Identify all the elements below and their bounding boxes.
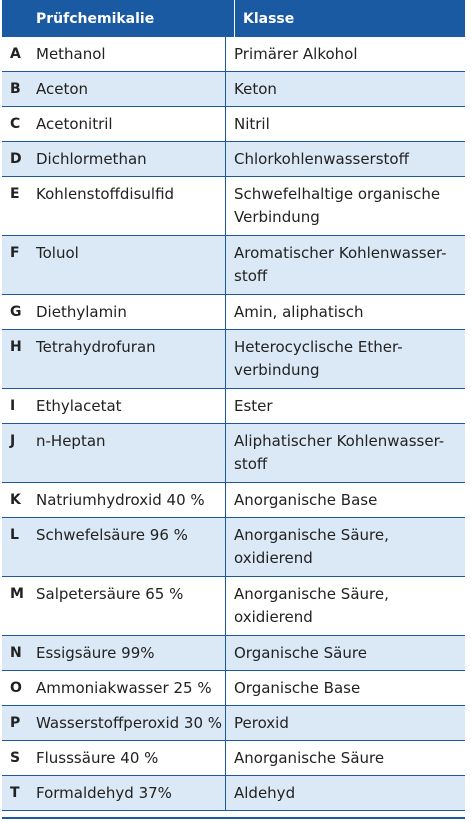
row-class: Organische Säure <box>234 644 367 662</box>
table-row: P Wasserstoffperoxid 30 % Peroxid <box>2 706 465 741</box>
row-key: F <box>10 245 20 261</box>
table-row: B Aceton Keton <box>2 72 465 107</box>
row-chemical: Ammoniakwasser 25 % <box>28 671 226 705</box>
table-row: M Salpetersäure 65 % Anorganische Säure, o… <box>2 577 465 636</box>
table-bottom-border <box>2 817 465 819</box>
row-chemical: Methanol <box>28 37 226 71</box>
table-body: A Methanol Primärer Alkohol B Aceton Keton C Ac… <box>2 37 465 811</box>
row-chemical: Natriumhydroxid 40 % <box>28 483 226 517</box>
row-key: L <box>10 527 19 543</box>
row-key: P <box>10 715 21 731</box>
row-chemical: Toluol <box>28 236 226 294</box>
row-chemical: Salpetersäure 65 % <box>28 577 226 635</box>
row-key: T <box>10 785 20 801</box>
row-chemical: Acetonitril <box>28 107 226 141</box>
row-class: Chlorkohlenwasserstoff <box>234 150 409 168</box>
row-class: Nitril <box>234 115 270 133</box>
row-class: Anorganische Base <box>234 491 378 509</box>
row-key: D <box>10 151 22 167</box>
header-class: Klasse <box>243 10 295 27</box>
chemical-class-table: Prüfchemikalie Klasse A Methanol Primärer … <box>2 0 465 811</box>
row-chemical: Ethylacetat <box>28 389 226 423</box>
row-key: B <box>10 81 21 97</box>
row-chemical: Kohlenstoffdisulfid <box>28 177 226 235</box>
row-key: A <box>10 46 21 62</box>
table-row: E Kohlenstoffdisulfid Schwefelhaltige orga… <box>2 177 465 236</box>
row-class: Anorganische Säure, oxidierend <box>234 585 389 626</box>
row-key: J <box>10 433 16 449</box>
row-chemical: Diethylamin <box>28 295 226 329</box>
row-chemical: Schwefelsäure 96 % <box>28 518 226 576</box>
row-key: M <box>10 586 24 602</box>
row-chemical: Formaldehyd 37% <box>28 776 226 810</box>
table-row: L Schwefelsäure 96 % Anorganische Säure, o… <box>2 518 465 577</box>
row-class: Heterocyclische Ether-verbindung <box>234 338 403 379</box>
row-class: Schwefelhaltige organische Verbindung <box>234 185 441 226</box>
row-class: Aromatischer Kohlenwasser-stoff <box>234 244 447 285</box>
row-class: Peroxid <box>234 714 289 732</box>
table-row: I Ethylacetat Ester <box>2 389 465 424</box>
table-row: C Acetonitril Nitril <box>2 107 465 142</box>
row-key: K <box>10 492 21 508</box>
table-row: A Methanol Primärer Alkohol <box>2 37 465 72</box>
row-key: N <box>10 645 22 661</box>
row-key: G <box>10 304 22 320</box>
row-chemical: Flusssäure 40 % <box>28 741 226 775</box>
row-chemical: Essigsäure 99% <box>28 636 226 670</box>
table-row: H Tetrahydrofuran Heterocyclische Ether-ve… <box>2 330 465 389</box>
table-header: Prüfchemikalie Klasse <box>2 0 465 37</box>
row-class: Amin, aliphatisch <box>234 303 364 321</box>
header-key-cell <box>2 0 28 37</box>
row-chemical: Dichlormethan <box>28 142 226 176</box>
table-row: K Natriumhydroxid 40 % Anorganische Base <box>2 483 465 518</box>
row-key: O <box>10 680 22 696</box>
row-class: Primärer Alkohol <box>234 45 358 63</box>
row-class: Ester <box>234 397 273 415</box>
row-class: Organische Base <box>234 679 361 697</box>
row-key: C <box>10 116 21 132</box>
table-row: S Flusssäure 40 % Anorganische Säure <box>2 741 465 776</box>
header-chemical: Prüfchemikalie <box>28 0 235 37</box>
row-chemical: Wasserstoffperoxid 30 % <box>28 706 226 740</box>
row-class: Aldehyd <box>234 784 296 802</box>
row-class: Anorganische Säure, oxidierend <box>234 526 389 567</box>
table-row: N Essigsäure 99% Organische Säure <box>2 636 465 671</box>
table-row: D Dichlormethan Chlorkohlenwasserstoff <box>2 142 465 177</box>
row-key: I <box>10 398 16 414</box>
row-key: H <box>10 339 22 355</box>
row-class: Keton <box>234 80 277 98</box>
table-row: G Diethylamin Amin, aliphatisch <box>2 295 465 330</box>
row-chemical: Tetrahydrofuran <box>28 330 226 388</box>
row-chemical: n-Heptan <box>28 424 226 482</box>
row-key: E <box>10 186 20 202</box>
table-row: O Ammoniakwasser 25 % Organische Base <box>2 671 465 706</box>
table-row: T Formaldehyd 37% Aldehyd <box>2 776 465 811</box>
row-class: Aliphatischer Kohlenwasser-stoff <box>234 432 445 473</box>
row-chemical: Aceton <box>28 72 226 106</box>
row-key: S <box>10 750 21 766</box>
row-class: Anorganische Säure <box>234 749 385 767</box>
table-row: F Toluol Aromatischer Kohlenwasser-stoff <box>2 236 465 295</box>
